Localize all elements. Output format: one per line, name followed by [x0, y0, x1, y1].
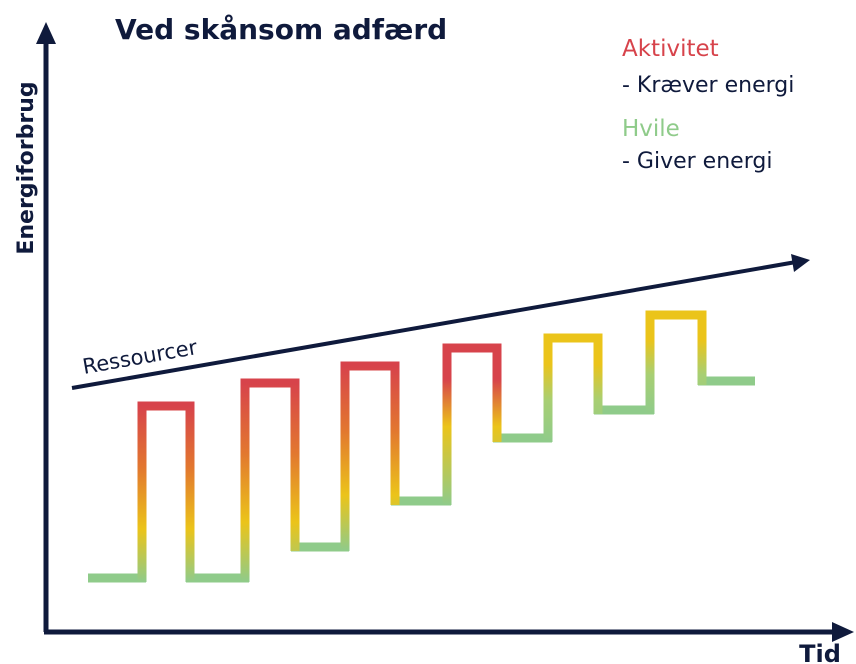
activity-peak: [442, 343, 502, 505]
x-arrowhead: [832, 622, 854, 642]
trend-line: [71, 260, 797, 390]
legend-description: - Kræver energi: [622, 73, 794, 98]
title: Ved skånsom adfærd: [115, 13, 447, 46]
y-arrowhead: [36, 22, 56, 44]
legend-label: Hvile: [622, 116, 680, 142]
trend-label: Ressourcer: [81, 335, 200, 379]
activity-peak: [543, 333, 603, 442]
energy-steps: [88, 310, 755, 583]
activity-peak: [645, 310, 707, 414]
legend-label: Aktivitet: [622, 36, 719, 62]
activity-peak: [137, 401, 195, 582]
legend-description: - Giver energi: [622, 149, 772, 174]
legend: Aktivitet - Kræver energi Hvile - Giver …: [622, 36, 794, 174]
activity-peak: [340, 361, 400, 551]
activity-peak: [240, 378, 300, 582]
rest-segments: [88, 376, 755, 583]
axes: [36, 22, 854, 642]
trend-arrowhead: [791, 254, 810, 272]
y-axis-label: Energiforbrug: [14, 81, 39, 254]
x-axis-label: Tid: [799, 640, 841, 664]
